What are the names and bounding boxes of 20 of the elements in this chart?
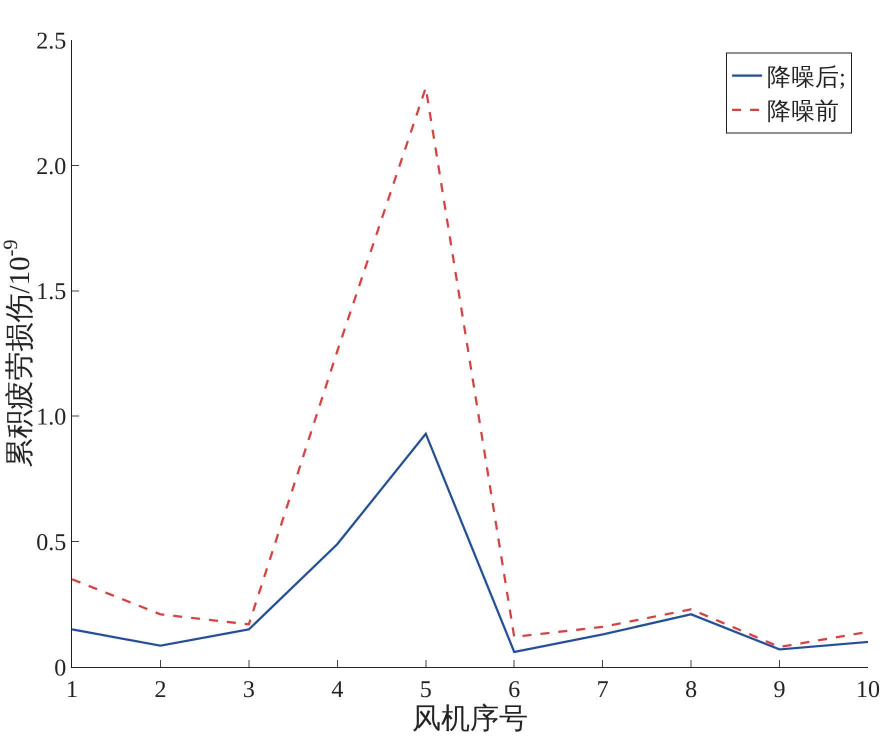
y-tick-label: 1.5 [36, 279, 66, 306]
x-tick-label: 7 [596, 676, 609, 703]
legend-label: 降噪前 [767, 99, 840, 126]
x-tick-label: 10 [856, 676, 880, 703]
x-tick-label: 6 [508, 676, 520, 703]
x-tick-label: 1 [66, 676, 78, 703]
y-tick-label: 0 [54, 655, 66, 682]
y-tick-label: 2.5 [36, 28, 66, 54]
y-tick-label: 1.0 [36, 404, 66, 431]
line-series [72, 432, 868, 654]
x-tick-label: 3 [242, 676, 255, 703]
x-tick-label: 9 [774, 676, 786, 703]
x-tick-label: 5 [420, 676, 432, 703]
y-tick-label: 0.5 [36, 530, 66, 556]
y-tick-label: 2.0 [36, 154, 66, 180]
x-axis-title: 风机序号 [412, 702, 528, 735]
x-tick-label: 8 [685, 676, 698, 703]
legend-label: 降噪后; [767, 65, 846, 91]
x-tick-label: 2 [154, 676, 166, 703]
x-tick-label: 4 [331, 676, 344, 703]
